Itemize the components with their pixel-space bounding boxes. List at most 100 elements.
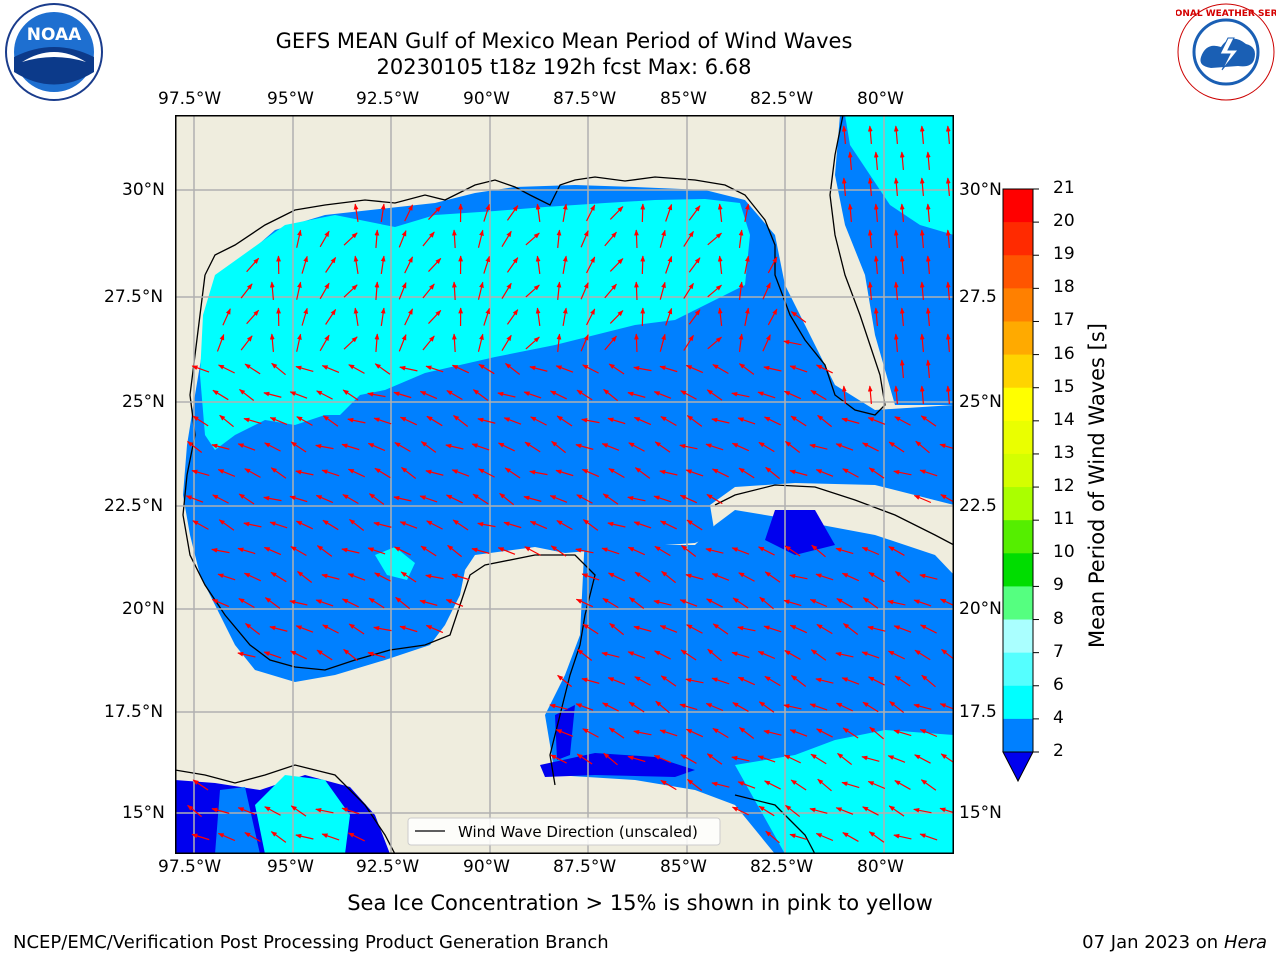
- wind-wave-arrow: [428, 205, 442, 220]
- colorbar-tick-label: 4: [1053, 707, 1064, 728]
- wind-wave-arrow: [659, 229, 666, 248]
- wind-wave-arrow: [506, 309, 519, 325]
- wind-wave-arrow: [585, 256, 596, 274]
- wind-wave-arrow: [873, 255, 879, 275]
- wind-wave-arrow: [602, 597, 619, 609]
- wind-wave-arrow: [809, 703, 828, 711]
- wind-wave-arrow: [343, 232, 358, 246]
- wind-wave-arrow: [477, 333, 484, 352]
- colorbar-bin: [1003, 652, 1033, 687]
- wind-wave-arrow: [270, 831, 287, 843]
- wind-wave-arrow: [497, 547, 516, 555]
- colorbar-tick-label: 8: [1053, 608, 1064, 629]
- wind-wave-arrow: [245, 622, 261, 636]
- wind-wave-arrow: [919, 385, 925, 405]
- wind-wave-arrow: [861, 651, 880, 659]
- lon-tick-bottom: 95°W: [267, 857, 314, 877]
- wind-wave-arrow: [264, 442, 281, 452]
- wind-wave-arrow: [654, 545, 671, 557]
- wind-wave-arrow: [395, 596, 410, 610]
- lat-tick-left: 15°N: [122, 803, 165, 823]
- wind-wave-arrow: [867, 229, 873, 249]
- wind-wave-arrow: [244, 831, 261, 843]
- wind-wave-arrow: [861, 546, 880, 556]
- wind-wave-arrow: [603, 752, 618, 766]
- map-panel: Wind Wave Direction (unscaled): [175, 115, 954, 854]
- wind-wave-arrow: [471, 547, 490, 554]
- lon-tick-top: 95°W: [267, 89, 314, 109]
- wind-wave-arrow: [451, 281, 457, 301]
- wind-wave-arrow: [893, 333, 899, 353]
- wind-wave-arrow: [680, 649, 697, 661]
- wind-wave-arrow: [399, 416, 418, 426]
- wind-wave-arrow: [575, 547, 594, 554]
- wind-wave-arrow: [529, 469, 548, 476]
- colorbar-tick-label: 20: [1053, 211, 1075, 232]
- wind-wave-arrow: [239, 388, 255, 402]
- wind-wave-arrow: [789, 365, 808, 373]
- wind-wave-arrow: [653, 754, 672, 764]
- wind-wave-arrow: [555, 469, 574, 477]
- wind-wave-arrow: [445, 599, 464, 607]
- wind-wave-arrow: [634, 229, 639, 249]
- wind-wave-arrow: [315, 494, 334, 504]
- wind-wave-arrow: [683, 334, 694, 351]
- wind-wave-arrow: [419, 390, 438, 400]
- wind-wave-arrow: [446, 389, 463, 401]
- colorbar-bin: [1003, 189, 1033, 223]
- wind-wave-arrow: [627, 495, 646, 502]
- colorbar-bin: [1003, 354, 1033, 389]
- wind-wave-arrow: [367, 391, 386, 398]
- wind-wave-arrow: [575, 703, 594, 711]
- wind-wave-arrow: [582, 623, 599, 635]
- wind-wave-arrow: [315, 599, 334, 607]
- wind-wave-arrow: [868, 467, 885, 479]
- lon-tick-bottom: 85°W: [660, 857, 707, 877]
- wind-wave-arrow: [608, 467, 625, 479]
- wind-wave-arrow: [737, 676, 756, 686]
- lon-tick-top: 92.5°W: [356, 89, 420, 109]
- wind-wave-arrow: [604, 231, 617, 247]
- wind-wave-arrow: [319, 230, 330, 248]
- nws-logo-text: NATIONAL WEATHER SERVICE: [1176, 9, 1276, 19]
- wind-wave-arrow: [380, 203, 386, 222]
- wind-wave-arrow: [711, 468, 729, 478]
- wind-wave-arrow: [212, 389, 229, 401]
- wind-wave-arrow: [685, 364, 704, 374]
- wind-wave-arrow: [343, 648, 358, 662]
- wind-wave-arrow: [404, 204, 414, 222]
- wind-wave-arrow: [374, 363, 391, 375]
- lon-tick-top: 80°W: [857, 89, 904, 109]
- wind-wave-arrow: [556, 229, 562, 249]
- wind-wave-arrow: [399, 625, 418, 633]
- wind-wave-arrow: [290, 441, 307, 453]
- colorbar-bin: [1003, 520, 1033, 554]
- wind-wave-arrow: [731, 391, 750, 398]
- wind-wave-arrow: [763, 729, 782, 736]
- colorbar-tick-label: 13: [1053, 442, 1075, 463]
- lat-tick-right: 15°N: [959, 803, 1002, 823]
- wind-wave-arrow: [634, 676, 651, 686]
- wind-wave-arrow: [738, 333, 744, 353]
- wind-wave-arrow: [582, 728, 599, 738]
- wind-wave-arrow: [765, 466, 780, 480]
- wind-wave-arrow: [867, 625, 886, 632]
- wind-wave-arrow: [842, 832, 859, 842]
- wind-wave-arrow: [653, 599, 672, 606]
- wind-wave-arrow: [841, 417, 860, 424]
- wind-wave-arrow: [680, 390, 697, 400]
- wind-wave-arrow: [680, 545, 697, 557]
- wind-wave-arrow: [295, 625, 314, 633]
- wind-wave-arrow: [601, 651, 620, 658]
- wind-wave-arrow: [562, 203, 568, 222]
- wind-wave-arrow: [404, 256, 414, 274]
- wind-wave-arrow: [815, 573, 834, 581]
- wind-wave-arrow: [653, 495, 672, 503]
- wind-wave-arrow: [216, 334, 225, 352]
- wind-wave-arrow: [919, 125, 925, 145]
- wind-wave-arrow: [380, 255, 386, 274]
- wind-wave-arrow: [712, 623, 729, 635]
- wind-wave-arrow: [238, 597, 255, 609]
- wind-wave-arrow: [535, 255, 541, 275]
- wind-wave-arrow: [603, 388, 618, 402]
